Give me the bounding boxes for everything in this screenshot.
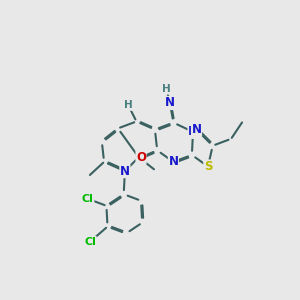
Text: S: S [204, 160, 212, 173]
Text: N: N [165, 97, 175, 110]
Text: N: N [188, 125, 198, 138]
Text: Cl: Cl [82, 194, 94, 204]
Text: N: N [191, 123, 202, 136]
Text: H: H [162, 84, 171, 94]
Text: Cl: Cl [84, 237, 96, 247]
Text: H: H [124, 100, 133, 110]
Text: O: O [136, 151, 146, 164]
Text: N: N [120, 165, 130, 178]
Text: N: N [168, 155, 178, 168]
